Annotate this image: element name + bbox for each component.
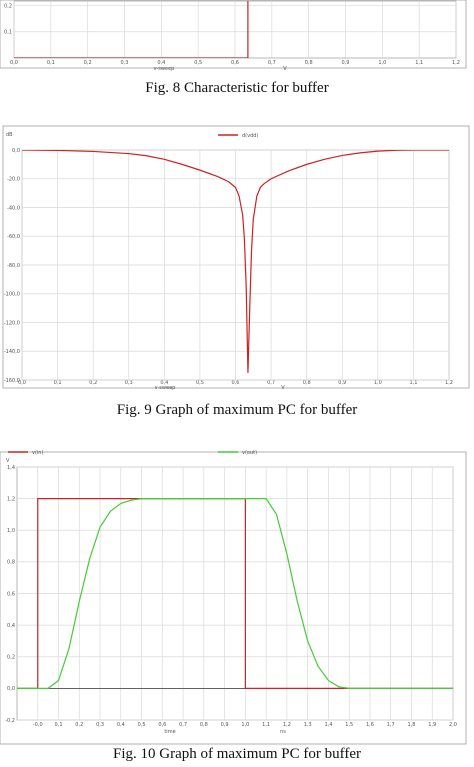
fig8-xunit: V <box>283 66 287 72</box>
fig10-xtick-label: 1,8 <box>407 722 415 728</box>
fig9-xlabel: v-sweep <box>155 385 176 391</box>
fig8-xtick-label: 0,7 <box>268 60 276 66</box>
fig10-xtick-label: 1,4 <box>324 722 332 728</box>
fig8-ytick-label: 0,2 <box>4 3 12 9</box>
fig9-ytick-label: -100,0 <box>4 292 20 298</box>
fig10-xtick-label: -0,0 <box>33 722 43 728</box>
fig10-ytick-label: 1,0 <box>7 528 15 534</box>
fig10-xtick-label: 0,2 <box>75 722 83 728</box>
fig9-ytick-label: -40,0 <box>7 205 20 211</box>
fig9-xtick-label: 0,5 <box>196 380 204 386</box>
fig8-caption: Fig. 8 Characteristic for buffer <box>145 80 329 96</box>
fig8-xtick-label: 1,2 <box>452 60 460 66</box>
fig10-series-line-vout <box>17 498 453 689</box>
fig10-xtick-label: 0,6 <box>158 722 166 728</box>
fig9-xtick-label: 0,0 <box>18 380 26 386</box>
fig9-series-line-dvdd <box>22 150 449 373</box>
fig9-ytick-label: -160,0 <box>4 378 20 384</box>
fig9-xtick-label: 1,2 <box>445 380 453 386</box>
fig9-xtick-label: 1,1 <box>409 380 417 386</box>
fig9-yunit: dB <box>6 132 13 138</box>
fig10-legend-label: v(in) <box>32 450 43 456</box>
fig10-xtick-label: 1,0 <box>241 722 249 728</box>
fig10-xtick-label: 0,5 <box>138 722 146 728</box>
fig10-xtick-label: 1,6 <box>366 722 374 728</box>
fig10-ytick-label: 0,2 <box>7 655 15 661</box>
fig8-xtick-label: 0,6 <box>231 60 239 66</box>
fig10-xtick-label: 1,9 <box>428 722 436 728</box>
fig9-ytick-label: -80,0 <box>7 263 20 269</box>
fig10-xunit: ns <box>280 729 286 735</box>
fig10-chart: -0,0 0,1 0,2 0,3 0,4 0,5 0,6 0,7 0,8 0,9 1,0 1,1 1,2… <box>0 450 467 745</box>
fig10-caption: Fig. 10 Graph of maximum PC for buffer <box>112 746 362 762</box>
fig9-ytick-label: -60,0 <box>7 234 20 240</box>
fig9-xtick-label: 1,0 <box>374 380 382 386</box>
fig10-ytick-label: -0,2 <box>5 718 15 724</box>
fig8-xtick-label: 1,1 <box>415 60 423 66</box>
fig10-yunit: V <box>6 458 10 464</box>
fig9-xtick-label: 0,2 <box>89 380 97 386</box>
fig10-xtick-label: 0,7 <box>179 722 187 728</box>
fig10-ytick-label: 0,4 <box>7 623 15 629</box>
fig8-xtick-label: 0,1 <box>47 60 55 66</box>
fig9-xtick-label: 0,7 <box>267 380 275 386</box>
fig9-ytick-label: 0,0 <box>12 148 20 154</box>
fig9-ytick-label: -20,0 <box>7 177 20 183</box>
fig8-xtick-label: 1,0 <box>378 60 386 66</box>
fig9-xtick-label: 0,6 <box>232 380 240 386</box>
fig10-xtick-label: 2,0 <box>449 722 457 728</box>
fig8-xtick-label: 0,2 <box>84 60 92 66</box>
fig10-xlabel: time <box>164 729 175 735</box>
fig10-ytick-label: 1,4 <box>7 465 15 471</box>
fig10-xtick-label: 0,8 <box>200 722 208 728</box>
fig10-legend-label: v(out) <box>242 450 257 456</box>
fig9-legend-label: d(vdd) <box>242 133 258 139</box>
fig8-xtick-label: 0,3 <box>121 60 129 66</box>
fig8-xtick-label: 0,5 <box>194 60 202 66</box>
fig9-xtick-label: 0,4 <box>160 380 168 386</box>
fig9-ytick-label: -140,0 <box>4 349 20 355</box>
fig10-xtick-label: 1,2 <box>283 722 291 728</box>
fig10-xtick-label: 1,5 <box>345 722 353 728</box>
fig9-chart: 0,0 0,1 0,2 0,3 0,4 0,5 0,6 0,7 0,8 0,9 1,0 1,1 1,2 0… <box>2 125 470 391</box>
fig10-ytick-label: 0,6 <box>7 591 15 597</box>
fig10-ytick-label: 1,2 <box>7 496 15 502</box>
fig10-xtick-label: 0,3 <box>96 722 104 728</box>
fig8-xtick-label: 0,0 <box>10 60 18 66</box>
fig10-ytick-label: 0,8 <box>7 560 15 566</box>
fig8-ytick-label: 0,1 <box>4 30 12 36</box>
fig9-ytick-label: -120,0 <box>4 320 20 326</box>
fig9-xtick-label: 0,9 <box>338 380 346 386</box>
fig8-xlabel: v-sweep <box>154 66 175 72</box>
fig10-xtick-label: 1,7 <box>387 722 395 728</box>
fig10-xtick-label: 0,1 <box>55 722 63 728</box>
fig10-ytick-label: 0,0 <box>7 686 15 692</box>
fig10-xtick-label: 0,4 <box>117 722 125 728</box>
fig9-caption: Fig. 9 Graph of maximum PC for buffer <box>116 402 358 418</box>
fig10-xtick-label: 1,3 <box>304 722 312 728</box>
fig8-xtick-label: 0,9 <box>342 60 350 66</box>
fig9-xunit: V <box>281 385 285 391</box>
fig8-chart: 0,0 0,1 0,2 0,3 0,4 0,5 0,6 0,7 0,8 0,9 1,0 1,1 1,2 0… <box>0 0 467 72</box>
fig9-xtick-label: 0,1 <box>54 380 62 386</box>
fig8-xtick-label: 0,8 <box>305 60 313 66</box>
fig9-xtick-label: 0,8 <box>303 380 311 386</box>
fig10-xtick-label: 0,9 <box>221 722 229 728</box>
fig8-xtick-label: 0,4 <box>157 60 165 66</box>
fig9-xtick-label: 0,3 <box>125 380 133 386</box>
fig10-xtick-label: 1,1 <box>262 722 270 728</box>
